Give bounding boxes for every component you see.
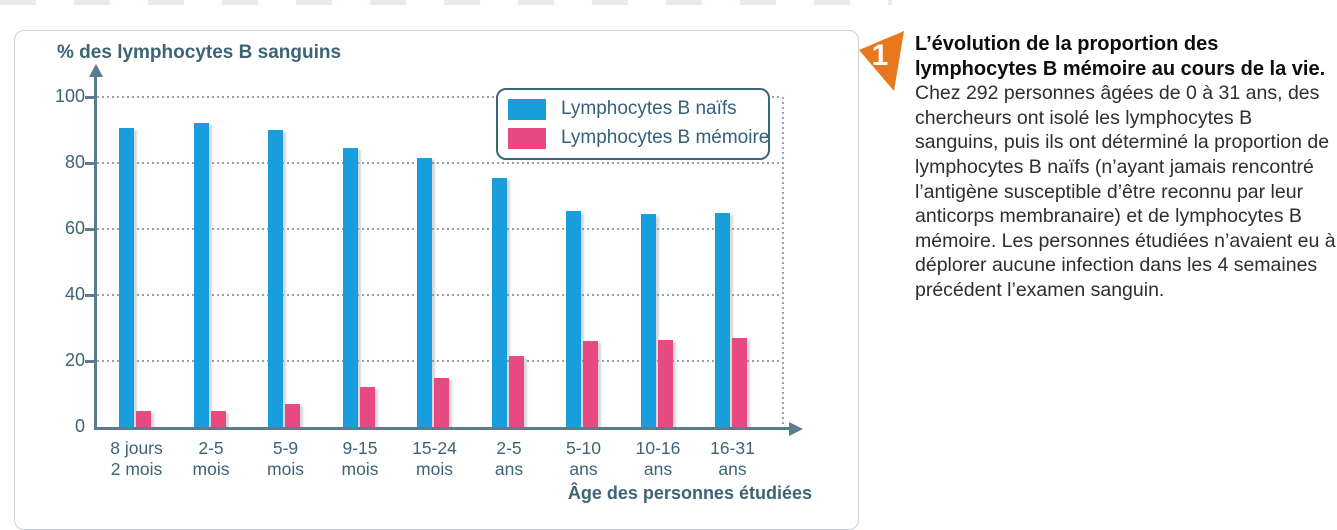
bar-chart-plot: 0 20 40 60 80 100 8 jours 2 mois 2-5 mois 5-9 mo… <box>15 31 858 529</box>
figure-number-badge: 1 <box>859 31 904 91</box>
legend-swatch-icon <box>508 127 546 149</box>
caption-title: L’évolution de la proportion des lymphoc… <box>915 33 1326 80</box>
bar-memoire-6 <box>583 341 598 427</box>
bar-memoire-3 <box>359 387 375 427</box>
bar-naifs-5 <box>491 177 507 427</box>
bar-memoire-0 <box>136 410 151 427</box>
legend-row-0: Lymphocytes B naïfs <box>508 98 756 120</box>
x-tick-label-3: 9-15 mois <box>341 438 379 479</box>
legend-label: Lymphocytes B naïfs <box>561 98 737 119</box>
x-tick-label-8: 16-31 ans <box>710 438 755 479</box>
bar-naifs-8 <box>715 212 730 427</box>
gridline-80 <box>97 162 782 164</box>
bar-memoire-2 <box>285 403 300 427</box>
y-tick-label-60: 60 <box>64 218 85 238</box>
y-axis-arrow-icon <box>88 64 103 77</box>
x-tick-label-5: 2-5 ans <box>494 438 524 479</box>
y-tick-label-0: 0 <box>74 416 85 436</box>
x-tick-label-0: 8 jours 2 mois <box>110 438 163 479</box>
y-tick-label-40: 40 <box>64 284 85 304</box>
x-tick-label-1: 2-5 mois <box>192 438 230 479</box>
y-tick-100 <box>85 96 94 99</box>
bar-memoire-4 <box>434 377 449 427</box>
figure-caption: L’évolution de la proportion des lymphoc… <box>915 32 1337 303</box>
gridline-20 <box>97 360 782 362</box>
bar-naifs-4 <box>417 158 432 427</box>
right-dotted-border <box>782 97 784 427</box>
chart-panel: % des lymphocytes B sanguins 0 20 40 60 80 10… <box>14 30 859 530</box>
y-axis-line <box>94 77 97 430</box>
bar-naifs-6 <box>566 210 581 427</box>
x-tick-label-2: 5-9 mois <box>267 438 304 479</box>
x-axis-line <box>94 427 790 430</box>
bar-naifs-7 <box>640 214 656 427</box>
y-tick-20 <box>85 360 94 363</box>
y-tick-label-100: 100 <box>54 86 85 106</box>
chart-legend: Lymphocytes B naïfs Lymphocytes B mémoire <box>496 88 770 160</box>
bar-memoire-5 <box>508 356 524 427</box>
figure-number: 1 <box>872 39 889 72</box>
legend-swatch-icon <box>508 98 546 120</box>
bar-naifs-3 <box>342 148 358 427</box>
caption-body: Chez 292 personnes âgées de 0 à 31 ans, … <box>915 82 1336 301</box>
bar-memoire-7 <box>657 339 673 427</box>
gridline-100 <box>97 96 782 98</box>
y-tick-40 <box>85 294 94 297</box>
legend-row-1: Lymphocytes B mémoire <box>508 127 769 149</box>
bar-memoire-8 <box>732 337 747 427</box>
legend-label: Lymphocytes B mémoire <box>561 127 770 148</box>
x-tick-label-6: 5-10 ans <box>565 438 602 479</box>
gridline-40 <box>97 294 782 296</box>
cropped-text-artifact <box>0 0 892 5</box>
y-axis-title: % des lymphocytes B sanguins <box>57 42 342 63</box>
gridline-60 <box>97 228 782 230</box>
bar-naifs-2 <box>268 130 283 427</box>
x-axis-arrow-icon <box>789 421 803 436</box>
y-tick-label-80: 80 <box>64 152 85 172</box>
x-axis-title: Âge des personnes étudiées <box>567 483 812 503</box>
y-tick-80 <box>85 162 94 165</box>
y-tick-label-20: 20 <box>64 350 85 370</box>
bar-naifs-1 <box>193 123 209 427</box>
orange-arrow-icon <box>859 31 904 91</box>
y-tick-60 <box>85 228 94 231</box>
bar-naifs-0 <box>119 128 134 427</box>
x-tick-label-7: 10-16 ans <box>635 438 681 479</box>
x-tick-label-4: 15-24 mois <box>412 438 457 479</box>
bar-memoire-1 <box>210 410 226 427</box>
